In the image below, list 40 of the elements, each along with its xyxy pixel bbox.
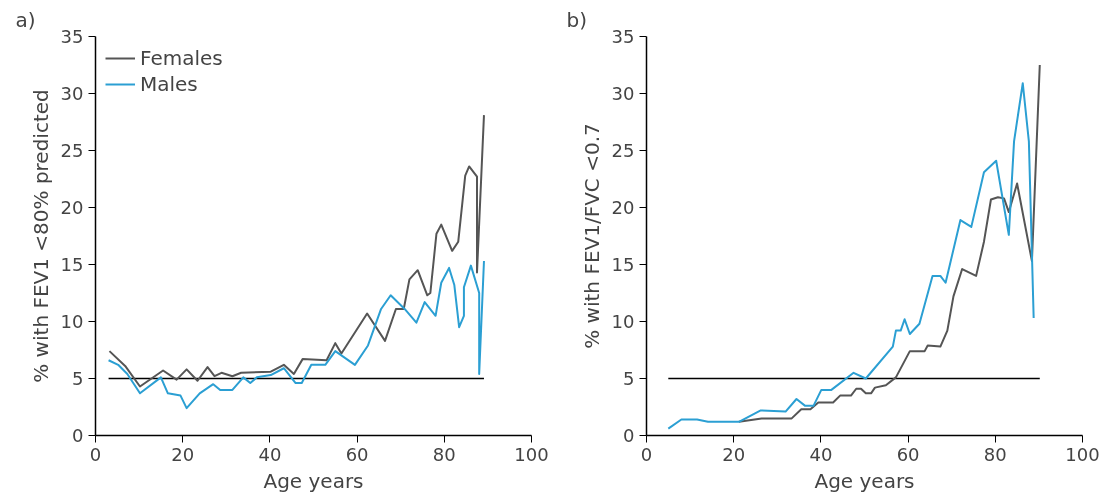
x-axis-title: Age years <box>263 468 364 493</box>
legend-label: Females <box>140 46 223 70</box>
x-tick-label: 20 <box>171 443 195 465</box>
x-tick-label: 60 <box>345 443 369 465</box>
y-tick-label: 20 <box>611 197 635 218</box>
y-tick-label: 25 <box>60 140 84 161</box>
x-tick-label: 0 <box>640 443 653 465</box>
x-tick-label: 100 <box>1065 443 1100 465</box>
x-tick-label: 100 <box>514 443 549 465</box>
y-tick-label: 5 <box>623 368 635 389</box>
x-tick-label: 20 <box>722 443 746 465</box>
y-tick-label: 10 <box>611 311 635 332</box>
line-series <box>737 64 1041 423</box>
y-tick-label: 10 <box>60 311 84 332</box>
y-tick-label: 35 <box>611 26 635 47</box>
x-tick-label: 80 <box>432 443 456 465</box>
x-tick-label: 60 <box>896 443 920 465</box>
y-tick-label: 0 <box>623 425 635 446</box>
y-tick-label: 20 <box>60 197 84 218</box>
line-series <box>667 82 1035 430</box>
chart-title: b) <box>566 7 587 32</box>
y-tick-label: 15 <box>611 254 635 275</box>
x-axis-title: Age years <box>814 468 915 493</box>
y-axis-title: % with FEV1 <80% predicted <box>28 89 53 383</box>
y-tick-label: 30 <box>60 83 84 104</box>
y-tick-label: 30 <box>611 83 635 104</box>
x-tick-label: 0 <box>89 443 102 465</box>
x-tick-label: 80 <box>983 443 1007 465</box>
x-tick-label: 40 <box>258 443 282 465</box>
line-series <box>108 114 485 388</box>
y-tick-label: 0 <box>72 425 84 446</box>
y-tick-label: 35 <box>60 26 84 47</box>
y-axis-title: % with FEV1/FVC <0.7 <box>579 123 604 349</box>
line-series <box>107 260 485 410</box>
legend-label: Males <box>140 72 198 96</box>
chart-title: a) <box>15 7 36 32</box>
x-tick-label: 40 <box>809 443 833 465</box>
y-tick-label: 15 <box>60 254 84 275</box>
y-tick-label: 5 <box>72 368 84 389</box>
y-tick-label: 25 <box>611 140 635 161</box>
